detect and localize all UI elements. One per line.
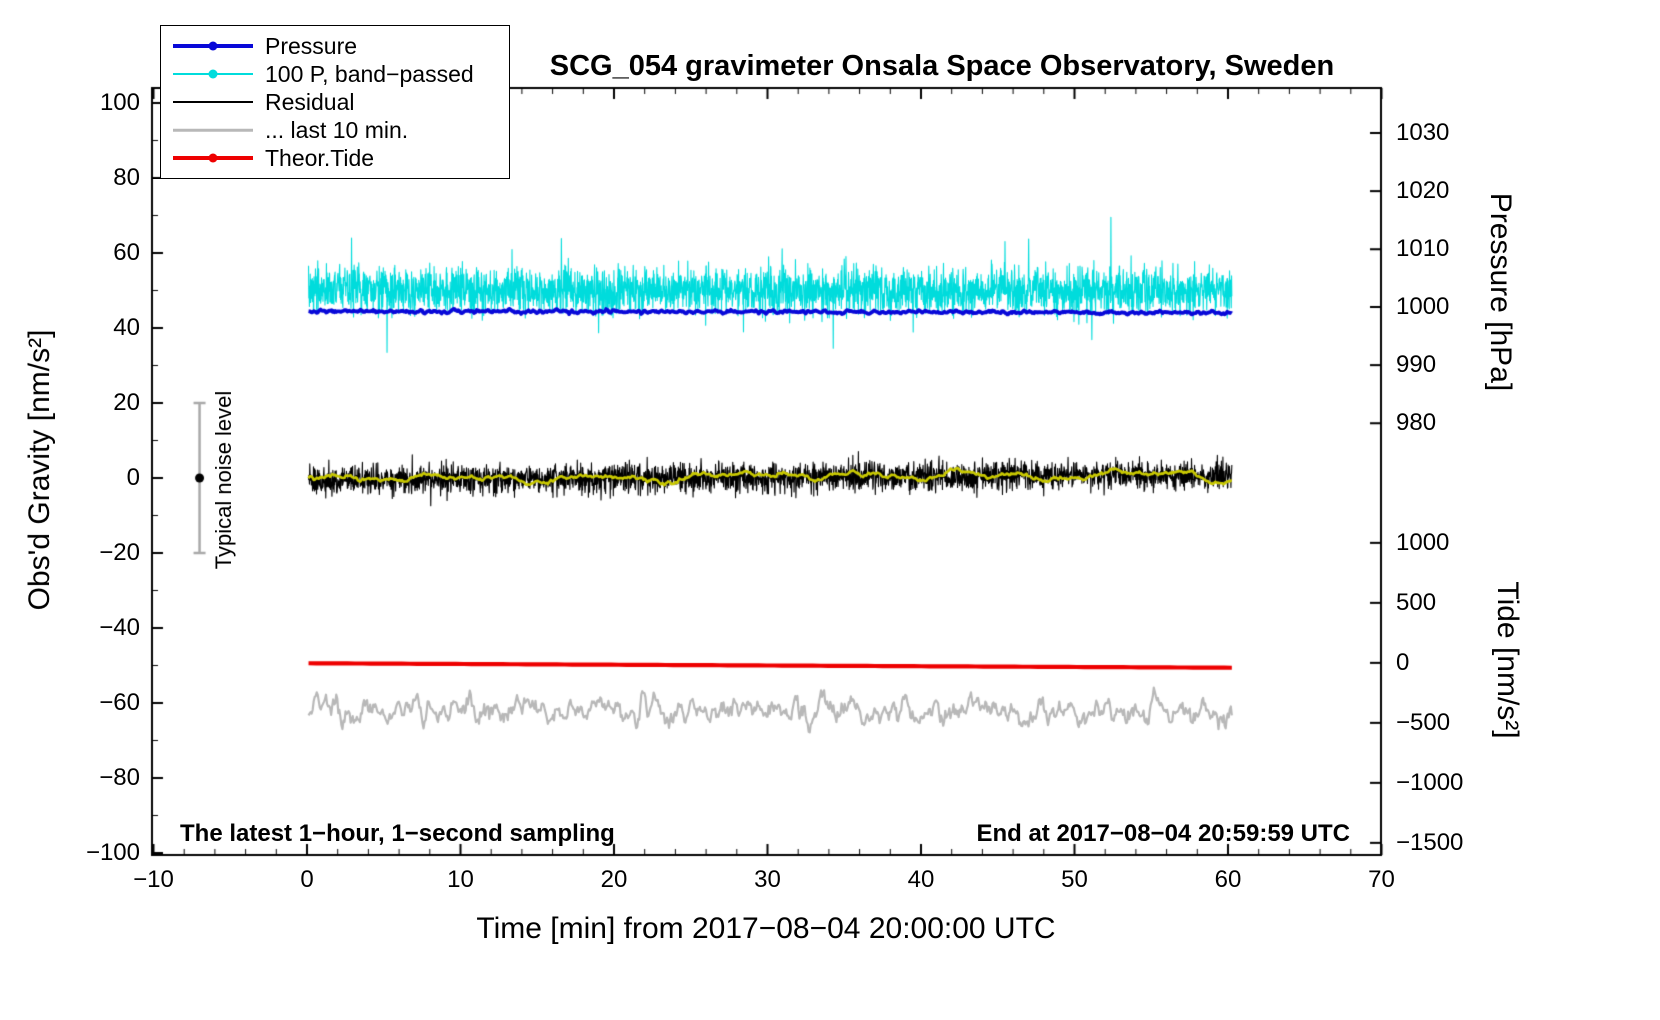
legend-item-label: Pressure <box>265 32 358 59</box>
pressure-tick-label: 1000 <box>1396 293 1450 320</box>
legend-marker-dot <box>208 153 218 163</box>
legend-item: 100 P, band−passed <box>161 60 509 88</box>
chart-title: SCG_054 gravimeter Onsala Space Observat… <box>549 50 1335 82</box>
x-tick-label: 50 <box>1061 866 1088 893</box>
gravity-tick-label: −100 <box>85 839 140 866</box>
legend-line-sample <box>173 60 253 88</box>
pressure-axis-label: Pressure [hPa] <box>1484 192 1517 392</box>
x-axis-label: Time [min] from 2017−08−04 20:00:00 UTC <box>476 912 1056 945</box>
x-tick-label: 60 <box>1214 866 1242 893</box>
gravity-tick-label: −20 <box>99 539 140 566</box>
tide-tick-label: 1000 <box>1396 528 1450 556</box>
pressure-tick-label: 990 <box>1396 351 1437 379</box>
gravity-tick-label: 80 <box>113 164 140 191</box>
tide-tick-label: −1000 <box>1396 768 1464 796</box>
legend-item-label: Theor.Tide <box>265 144 375 171</box>
x-tick-label: 0 <box>300 866 314 893</box>
gravity-tick-label: 60 <box>113 239 140 266</box>
pressure-tick-label: 1030 <box>1396 119 1450 146</box>
gravity-tick-label: 20 <box>113 389 140 416</box>
x-tick-label: 30 <box>754 866 781 893</box>
legend-item-label: ... last 10 min. <box>265 116 409 143</box>
tide-tick-label: 500 <box>1396 588 1437 616</box>
legend-line-sample <box>173 32 253 60</box>
legend-item-label: 100 P, band−passed <box>265 60 474 87</box>
gravity-tick-label: 40 <box>113 314 140 341</box>
x-tick-label: −10 <box>133 866 174 893</box>
gravity-tick-label: 0 <box>126 464 140 491</box>
legend: Pressure 100 P, band−passed Residual... la… <box>160 25 510 179</box>
gravity-axis-label: Obs'd Gravity [nm/s²] <box>23 329 56 611</box>
legend-item: Pressure <box>161 32 509 60</box>
legend-marker-dot <box>208 41 218 51</box>
tide-axis-label: Tide [nm/s²] <box>1491 581 1524 739</box>
legend-line-sample <box>173 88 253 116</box>
x-tick-label: 40 <box>907 866 935 893</box>
pressure-tick-label: 980 <box>1396 409 1437 437</box>
tide-tick-label: −1500 <box>1396 828 1464 856</box>
pressure-tick-label: 1010 <box>1396 235 1450 263</box>
end-time-annotation: End at 2017−08−04 20:59:59 UTC <box>976 820 1350 847</box>
legend-marker-dot <box>208 69 218 79</box>
sampling-annotation: The latest 1−hour, 1−second sampling <box>180 820 615 847</box>
legend-item-label: Residual <box>265 88 355 115</box>
gravity-tick-label: −80 <box>99 764 140 791</box>
legend-line-sample <box>173 144 253 172</box>
x-tick-label: 10 <box>447 866 474 893</box>
x-tick-label: 70 <box>1368 866 1395 893</box>
x-tick-label: 20 <box>600 866 628 893</box>
gravity-tick-label: −40 <box>99 614 140 641</box>
legend-item: Residual <box>161 88 509 116</box>
tide-tick-label: 0 <box>1396 648 1410 676</box>
gravity-tick-label: −60 <box>99 689 140 716</box>
gravity-tick-label: 100 <box>99 89 140 116</box>
noise-level-note: Typical noise level <box>211 390 236 570</box>
legend-item: Theor.Tide <box>161 144 509 172</box>
legend-line-sample <box>173 116 253 144</box>
tide-tick-label: −500 <box>1396 708 1451 736</box>
legend-item: ... last 10 min. <box>161 116 509 144</box>
pressure-tick-label: 1020 <box>1396 177 1450 205</box>
